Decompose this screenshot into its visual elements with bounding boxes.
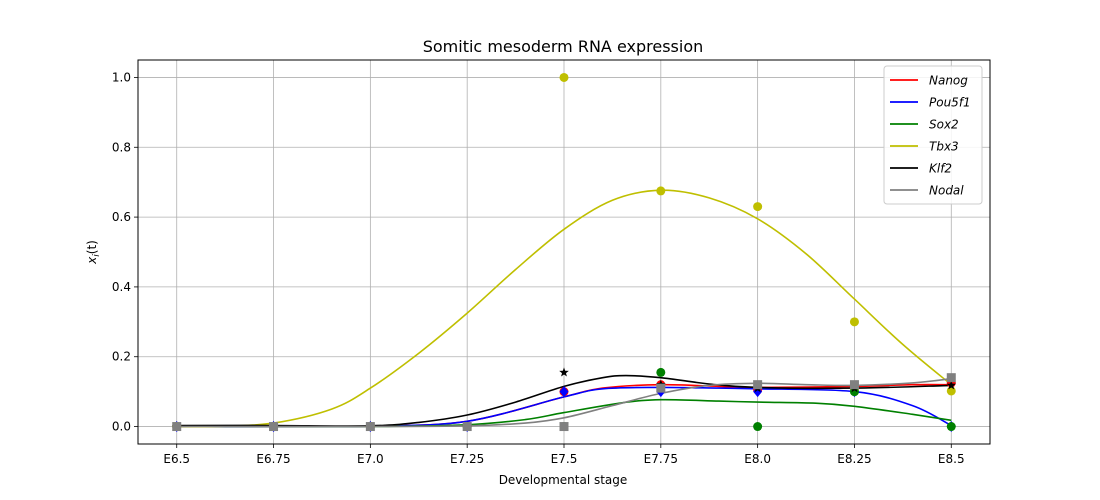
chart-title: Somitic mesoderm RNA expression: [423, 37, 704, 56]
y-tick-label: 0.4: [112, 280, 131, 294]
data-point-nodal: [753, 380, 763, 390]
x-tick-label: E6.5: [163, 452, 190, 466]
data-point-tbx3: [946, 386, 956, 396]
x-tick-label: E6.75: [256, 452, 290, 466]
x-axis-title: Developmental stage: [499, 473, 628, 487]
data-point-nodal: [849, 380, 859, 390]
data-point-nodal: [559, 422, 569, 432]
legend-label-klf2: Klf2: [929, 162, 952, 176]
data-point-tbx3: [849, 317, 859, 327]
series-line-tbx3: [176, 189, 952, 428]
data-point-klf2: [946, 380, 956, 390]
x-tick-label: E8.25: [837, 452, 871, 466]
legend-label-tbx3: Tbx3: [929, 140, 959, 154]
data-point-pou5f1: [559, 386, 569, 398]
data-point-nodal: [269, 422, 279, 432]
data-point-sox2: [753, 422, 763, 432]
y-axis-title-main: x: [85, 256, 99, 265]
x-tick-label: E8.5: [938, 452, 965, 466]
data-point-klf2: [559, 367, 569, 377]
legend-label-pou5f1: Pou5f1: [929, 96, 971, 110]
data-point-nodal: [656, 383, 666, 393]
x-tick-label: E7.75: [644, 452, 678, 466]
y-axis-title-tail: (t): [85, 240, 99, 254]
data-point-nodal: [172, 422, 182, 432]
legend-label-nodal: Nodal: [929, 184, 964, 198]
legend-label-sox2: Sox2: [929, 118, 959, 132]
y-tick-label: 1.0: [112, 70, 131, 84]
y-axis-title: xi(t): [85, 240, 102, 265]
data-point-nodal: [462, 422, 472, 432]
y-axis-title-sub: i: [92, 254, 102, 257]
axis-ticks: E6.5 E6.75 E7.0 E7.25 E7.5 E7.75 E8.0 E8.25 E8.5…: [112, 70, 965, 466]
legend-label-nanog: Nanog: [929, 74, 968, 88]
x-tick-label: E7.25: [450, 452, 484, 466]
y-tick-label: 0.6: [112, 210, 131, 224]
data-point-sox2: [656, 367, 666, 377]
x-tick-label: E8.0: [744, 452, 771, 466]
data-point-sox2: [946, 422, 956, 432]
y-tick-label: 0.0: [112, 420, 131, 434]
data-point-nodal: [946, 373, 956, 383]
series-points: [172, 72, 956, 433]
x-tick-label: E7.5: [551, 452, 578, 466]
legend-box: [883, 65, 983, 205]
legend: Nanog Pou5f1 Sox2 Tbx3 Klf2 Nodal: [883, 65, 983, 205]
data-point-tbx3: [656, 186, 666, 196]
data-point-tbx3: [753, 202, 763, 212]
y-tick-label: 0.2: [112, 350, 131, 364]
data-point-sox2: [849, 387, 859, 397]
y-tick-label: 0.8: [112, 140, 131, 154]
data-point-nodal: [365, 422, 375, 432]
data-point-tbx3: [559, 72, 569, 82]
x-tick-label: E7.0: [357, 452, 384, 466]
